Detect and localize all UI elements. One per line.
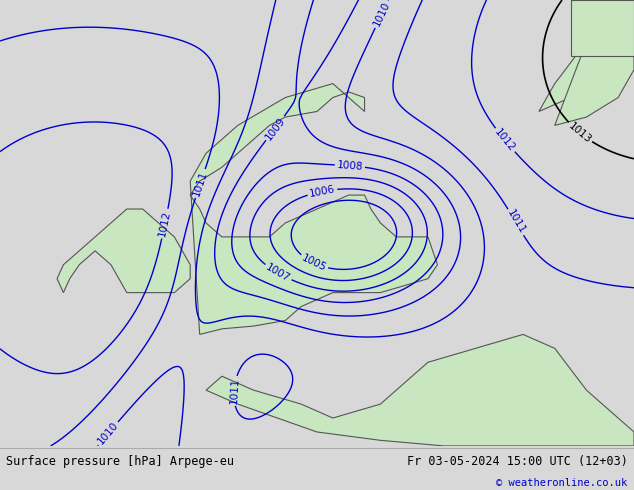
Text: 1011: 1011: [228, 377, 240, 404]
Text: Surface pressure [hPa] Arpege-eu: Surface pressure [hPa] Arpege-eu: [6, 455, 235, 468]
Text: 1009: 1009: [263, 115, 287, 142]
Polygon shape: [57, 209, 190, 293]
Text: 1010: 1010: [96, 420, 120, 447]
Text: 1012: 1012: [157, 210, 172, 238]
Polygon shape: [571, 0, 634, 56]
Text: 1008: 1008: [337, 160, 363, 172]
Polygon shape: [190, 84, 437, 335]
Text: © weatheronline.co.uk: © weatheronline.co.uk: [496, 478, 628, 489]
Text: 1005: 1005: [300, 253, 328, 273]
Text: Fr 03-05-2024 15:00 UTC (12+03): Fr 03-05-2024 15:00 UTC (12+03): [407, 455, 628, 468]
Polygon shape: [206, 335, 634, 446]
Text: 1012: 1012: [493, 127, 517, 153]
Text: 1011: 1011: [191, 170, 209, 197]
Text: 1013: 1013: [567, 121, 593, 145]
Text: 1011: 1011: [505, 208, 527, 236]
Text: 1006: 1006: [309, 184, 336, 199]
Polygon shape: [539, 0, 634, 112]
Text: 1007: 1007: [264, 262, 292, 284]
Polygon shape: [555, 0, 634, 125]
Text: 1010: 1010: [372, 0, 392, 28]
